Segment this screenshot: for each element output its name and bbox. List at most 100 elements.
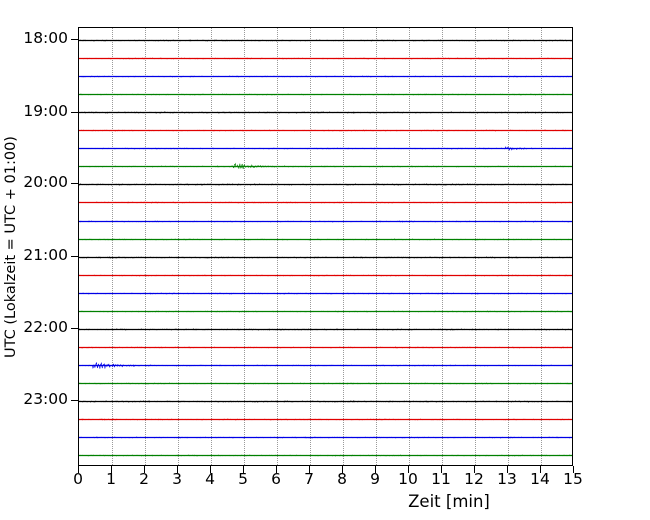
x-ticklabel: 14 [530,470,550,488]
y-ticklabel: 20:00 [23,173,68,191]
trace-svg [79,217,572,226]
x-gridline [244,28,245,465]
x-ticklabel: 4 [205,470,215,488]
x-ticklabel: 0 [73,470,83,488]
y-ticklabel: 21:00 [23,246,68,264]
trace-svg [79,162,572,171]
x-ticklabel: 10 [398,470,418,488]
x-gridline [145,28,146,465]
x-tickmark [210,466,211,473]
x-tickmark [276,466,277,473]
x-gridline [277,28,278,465]
y-tickmark [71,256,78,257]
x-ticklabel: 6 [271,470,281,488]
x-gridline [508,28,509,465]
x-ticklabel: 2 [139,470,149,488]
y-ticklabel: 23:00 [23,390,68,408]
seismic-trace [79,325,572,334]
seismic-trace [79,217,572,226]
x-axis-label: Zeit [min] [0,492,650,511]
seismic-trace [79,180,572,189]
x-gridline [310,28,311,465]
seismic-trace [79,289,572,298]
y-ticklabel: 22:00 [23,318,68,336]
trace-svg [79,289,572,298]
seismic-trace [79,253,572,262]
x-tickmark [441,466,442,473]
y-ticklabel: 18:00 [23,29,68,47]
x-gridline [541,28,542,465]
x-ticklabel: 5 [238,470,248,488]
seismic-trace [79,126,572,135]
trace-svg [79,451,572,460]
trace-svg [79,433,572,442]
trace-svg [79,343,572,352]
x-tickmark [177,466,178,473]
trace-svg [79,325,572,334]
x-tickmark [375,466,376,473]
trace-container [79,28,572,465]
x-ticklabel: 13 [497,470,517,488]
seismic-trace [79,235,572,244]
seismic-trace [79,397,572,406]
x-axis-label-text: Zeit [min] [408,492,490,511]
x-axis-ticklabels: 0 1 2 3 4 5 6 7 8 9 10 11 12 13 14 15 [0,470,650,496]
trace-svg [79,108,572,117]
x-tickmark [144,466,145,473]
trace-svg [79,235,572,244]
x-tickmark [78,466,79,473]
x-ticklabel: 11 [431,470,451,488]
x-ticklabel: 12 [464,470,484,488]
trace-svg [79,54,572,63]
seismic-trace [79,307,572,316]
x-ticklabel: 3 [172,470,182,488]
seismic-trace [79,162,572,171]
trace-svg [79,271,572,280]
trace-svg [79,180,572,189]
trace-svg [79,415,572,424]
seismic-trace [79,361,572,370]
seismic-trace [79,415,572,424]
seismic-trace [79,343,572,352]
x-gridline [178,28,179,465]
x-gridline [376,28,377,465]
seismic-trace [79,36,572,45]
y-tickmark [71,112,78,113]
y-tickmark [71,183,78,184]
x-gridline [343,28,344,465]
x-gridline [211,28,212,465]
trace-svg [79,307,572,316]
x-tickmark [507,466,508,473]
x-tickmark [243,466,244,473]
x-ticklabel: 8 [337,470,347,488]
x-tickmark [342,466,343,473]
x-gridline [442,28,443,465]
y-axis-ticklabels: 18:00 19:00 20:00 21:00 22:00 23:00 [0,0,68,520]
x-ticklabel: 9 [370,470,380,488]
trace-svg [79,126,572,135]
trace-svg [79,361,572,370]
x-ticklabel: 7 [304,470,314,488]
seismic-trace [79,379,572,388]
x-tickmark [573,466,574,473]
trace-svg [79,36,572,45]
y-ticklabel: 19:00 [23,102,68,120]
seismic-trace [79,271,572,280]
trace-svg [79,144,572,153]
plot-area [78,27,573,466]
y-tickmark [71,328,78,329]
trace-svg [79,379,572,388]
seismic-trace [79,90,572,99]
x-tickmark [474,466,475,473]
seismic-trace [79,451,572,460]
x-tickmark [309,466,310,473]
x-gridline [475,28,476,465]
x-tickmark [408,466,409,473]
x-ticklabel: 15 [563,470,583,488]
trace-svg [79,397,572,406]
seismic-trace [79,433,572,442]
y-tickmark [71,400,78,401]
seismic-trace [79,54,572,63]
x-tickmark [540,466,541,473]
